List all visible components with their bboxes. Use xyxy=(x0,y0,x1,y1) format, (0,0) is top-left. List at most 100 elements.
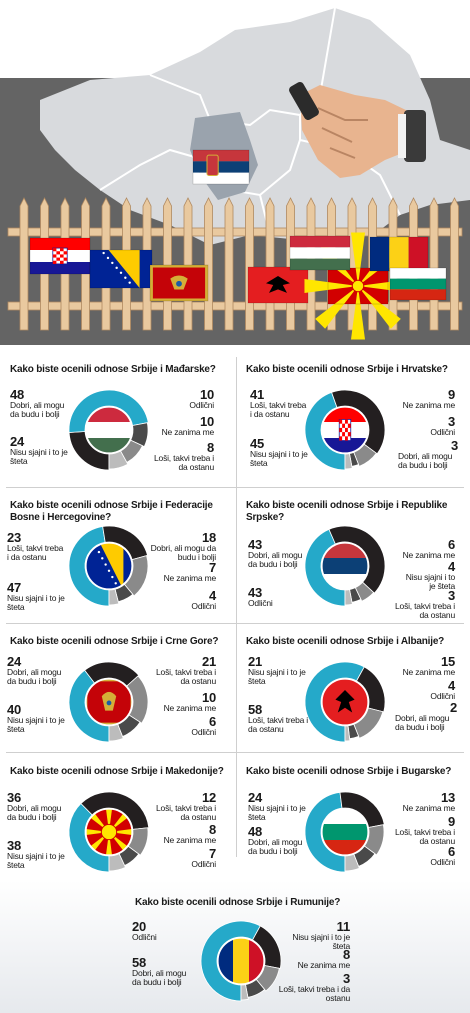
slice-label: 10 Ne zanima me xyxy=(163,690,217,713)
fence-picket xyxy=(204,197,213,331)
slice-label: 8 Ne zanima me xyxy=(297,947,351,970)
fence-picket xyxy=(183,197,193,331)
slice-label: 6 Ne zanima me xyxy=(402,537,456,560)
slice-label: 38 Nisu sjajni i to je šteta xyxy=(7,838,65,870)
pie-slice xyxy=(68,526,110,607)
slice-label: 10 Ne zanima me xyxy=(161,414,215,437)
slice-label: 4 Odlični xyxy=(430,678,455,701)
handshake-icon xyxy=(289,82,426,178)
slice-label: 23 Loši, takvi treba i da ostanu xyxy=(7,530,64,562)
slice-label: 2 Dobri, ali mogu da budu i bolji xyxy=(395,700,457,732)
pie-slice xyxy=(344,725,351,742)
slice-label: 6 Odlični xyxy=(430,844,455,867)
slice-label: 48 Dobri, ali mogu da budu i bolji xyxy=(248,824,303,856)
chart-title: Kako biste ocenili odnose Srbije i Rumun… xyxy=(135,897,341,908)
slice-label: 4 Nisu sjajni i to je šteta xyxy=(405,559,455,591)
fence-picket xyxy=(265,197,275,331)
slice-label: 20 Odlični xyxy=(132,919,157,942)
slice-label: 15 Ne zanima me xyxy=(402,654,456,677)
pie-slice xyxy=(252,925,282,969)
chart-panel-montenegro: Kako biste ocenili odnose Srbije i Crne … xyxy=(4,629,229,747)
chart-panel-croatia: Kako biste ocenili odnose Srbije i Hrvat… xyxy=(240,357,465,475)
chart-title: Kako biste ocenili odnose Srbije i Feder… xyxy=(10,500,213,523)
slice-label: 3 Loši, takvi treba i da ostanu xyxy=(278,971,350,1003)
pie-chart xyxy=(68,525,149,607)
slice-label: 47 Nisu sjajni i to je šteta xyxy=(7,580,65,612)
slice-label: 7 Ne zanima me xyxy=(163,560,217,583)
chart-title: Kako biste ocenili odnose Srbije i Hrvat… xyxy=(246,364,448,375)
slice-label: 11 Nisu sjajni i to je šteta xyxy=(292,919,350,951)
hero-illustration xyxy=(0,0,470,345)
pie-slice xyxy=(339,791,385,828)
slice-label: 40 Nisu sjajni i to je šteta xyxy=(7,702,65,734)
montenegro-flag-icon xyxy=(149,264,209,302)
slice-label: 12 Loši, takvi treba i da ostanu xyxy=(156,790,216,822)
slice-label: 43 Dobri, ali mogu da budu i bolji xyxy=(248,537,303,569)
slice-label: 58 Loši, takvi treba i da ostanu xyxy=(248,702,308,734)
row-divider xyxy=(6,623,464,624)
slice-label: 45 Nisu sjajni i to je šteta xyxy=(250,436,308,468)
pie-chart xyxy=(68,791,150,873)
pie-slice xyxy=(344,589,353,606)
slice-label: 18 Dobri, ali mogu da budu i bolji xyxy=(150,530,217,562)
pie-slice xyxy=(80,791,150,830)
pie-slice xyxy=(123,555,149,597)
croatia-flag-icon xyxy=(29,237,91,275)
croatia-flag-icon xyxy=(322,407,368,453)
albania-flag-icon xyxy=(247,266,309,304)
chart-panel-bulgaria: Kako biste ocenili odnose Srbije i Bugar… xyxy=(240,759,465,877)
slice-label: 10 Odlični xyxy=(189,387,214,410)
slice-label: 13 Ne zanima me xyxy=(402,790,456,813)
fence-picket xyxy=(163,197,172,331)
pie-slice xyxy=(353,443,377,467)
slice-label: 21 Nisu sjajni i to je šteta xyxy=(248,654,306,686)
slice-label: 24 Dobri, ali mogu da budu i bolji xyxy=(7,654,62,686)
slice-label: 9 Ne zanima me xyxy=(402,387,456,410)
pie-slice xyxy=(102,525,149,561)
albania-flag-icon xyxy=(322,679,368,725)
pie-chart xyxy=(68,389,149,471)
pie-slice xyxy=(344,853,360,872)
pie-chart xyxy=(68,661,149,743)
chart-title: Kako biste ocenili odnose Srbije i Alban… xyxy=(246,636,445,647)
slice-label: 3 Dobri, ali mogu da budu i bolji xyxy=(398,438,458,470)
pie-chart xyxy=(304,661,386,743)
pie-slice xyxy=(344,453,353,470)
slice-label: 21 Loši, takvi treba i da ostanu xyxy=(156,654,216,686)
chart-title: Kako biste ocenili odnose Srbije i Repub… xyxy=(246,500,448,523)
slice-label: 24 Nisu sjajni i to je šteta xyxy=(10,434,68,466)
pie-slice xyxy=(108,853,126,872)
fence-picket xyxy=(224,197,234,331)
slice-label: 4 Odlični xyxy=(191,588,216,611)
chart-title: Kako biste ocenili odnose Srbije i Bugar… xyxy=(246,766,452,777)
pie-slice xyxy=(304,528,346,607)
pie-slice xyxy=(356,666,386,713)
pie-slice xyxy=(304,661,365,743)
pie-slice xyxy=(304,391,346,471)
pie-slice xyxy=(68,431,110,471)
romania-flag-icon xyxy=(369,236,429,272)
pie-slice xyxy=(127,827,149,856)
pie-slice xyxy=(240,984,249,1001)
pie-slice xyxy=(328,525,386,594)
pie-slice xyxy=(108,723,124,742)
chart-panel-albania: Kako biste ocenili odnose Srbije i Alban… xyxy=(240,629,465,747)
montenegro-flag-icon xyxy=(86,679,132,725)
pie-slice xyxy=(68,802,110,873)
fence-picket xyxy=(245,197,254,331)
bosnia-flag-icon xyxy=(86,543,132,589)
slice-label: 9 Loši, takvi treba i da ostanu xyxy=(395,814,455,846)
pie-chart xyxy=(200,920,282,1002)
pie-slice xyxy=(200,920,261,1002)
column-divider xyxy=(236,357,237,857)
bosnia-flag-icon xyxy=(89,249,153,289)
chart-panel-hungary: Kako biste ocenili odnose Srbije i Mađar… xyxy=(4,357,229,475)
slice-label: 3 Loši, takvi treba i da ostanu xyxy=(395,588,455,620)
slice-label: 58 Dobri, ali mogu da budu i bolji xyxy=(132,955,187,987)
chart-title: Kako biste ocenili odnose Srbije i Crne … xyxy=(10,636,219,647)
slice-label: 8 Loši, takvi treba i da ostanu xyxy=(154,440,214,472)
pie-slice xyxy=(331,389,386,455)
romania-flag-icon xyxy=(218,938,264,984)
chart-title: Kako biste ocenili odnose Srbije i Mađar… xyxy=(10,364,216,375)
pie-chart xyxy=(304,389,386,471)
